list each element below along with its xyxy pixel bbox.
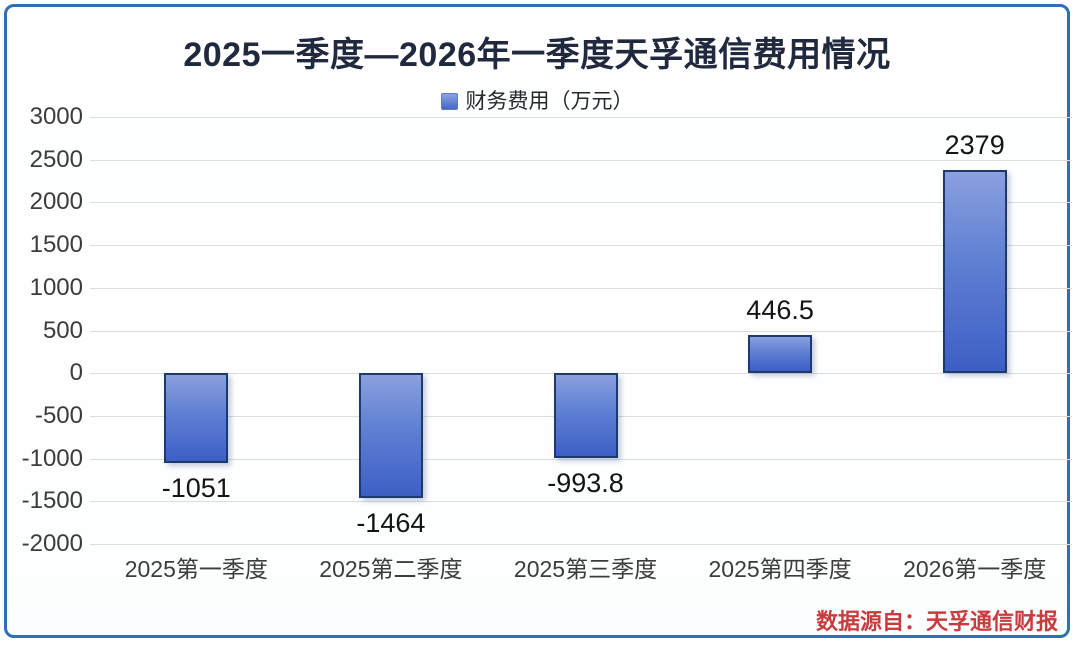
source-note: 数据源自：天孚通信财报 [815, 609, 1058, 634]
legend-label: 财务费用（万元） [465, 90, 634, 113]
legend-marker-icon [440, 93, 458, 110]
chart-frame: 2025一季度—2026年一季度天孚通信费用情况 财务费用（万元） [4, 4, 1070, 638]
chart-title: 2025一季度—2026年一季度天孚通信费用情况 [183, 36, 891, 74]
legend: 财务费用（万元） [7, 89, 1067, 115]
